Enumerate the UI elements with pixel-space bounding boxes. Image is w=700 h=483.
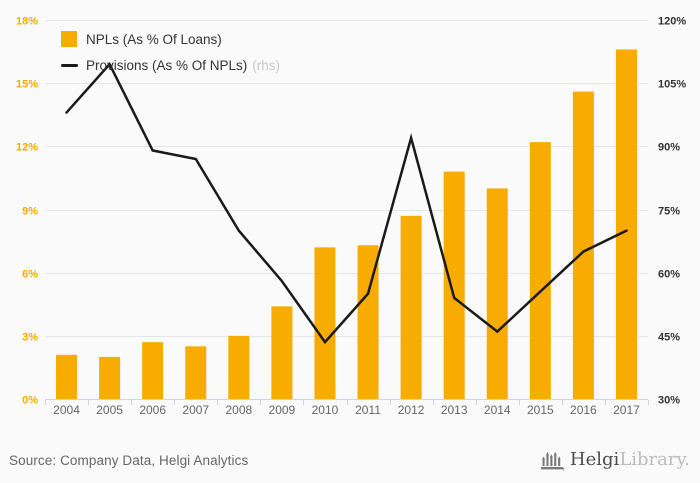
bar-2011[interactable] bbox=[357, 245, 379, 399]
left-axis-tick-label: 15% bbox=[16, 79, 38, 91]
bar-2005[interactable] bbox=[99, 356, 121, 399]
left-axis-tick-label: 18% bbox=[16, 16, 38, 28]
brand-text: HelgiLibrary. bbox=[570, 451, 690, 469]
x-axis-label-2014: 2014 bbox=[484, 403, 511, 417]
bar-2013[interactable] bbox=[443, 171, 465, 399]
brand-helgi: Helgi bbox=[569, 449, 620, 470]
legend-item-provisions[interactable]: Provisions (As % Of NPLs) (rhs) bbox=[61, 52, 280, 78]
chart-legend: NPLs (As % Of Loans) Provisions (As % Of… bbox=[61, 26, 280, 78]
x-axis-label-2008: 2008 bbox=[225, 403, 252, 417]
helgi-library-logo[interactable]: HelgiLibrary. bbox=[539, 447, 690, 473]
right-axis-tick-label: 105% bbox=[658, 79, 686, 91]
left-axis-tick-label: 3% bbox=[22, 332, 38, 344]
chart-footer: Source: Company Data, Helgi Analytics bbox=[0, 437, 700, 483]
left-axis-tick-label: 6% bbox=[22, 269, 38, 281]
provisions-series-swatch-icon bbox=[61, 63, 78, 67]
bar-2004[interactable] bbox=[56, 354, 78, 399]
left-axis-tick-label: 9% bbox=[22, 206, 38, 218]
right-axis-tick-label: 120% bbox=[658, 16, 686, 28]
bar-2006[interactable] bbox=[142, 342, 164, 399]
x-axis-label-2011: 2011 bbox=[355, 403, 381, 417]
right-axis-tick-label: 60% bbox=[658, 269, 680, 281]
bar-2012[interactable] bbox=[400, 215, 422, 399]
x-axis-label-2009: 2009 bbox=[269, 403, 296, 417]
right-axis-tick-label: 90% bbox=[658, 142, 680, 154]
legend-label-npls: NPLs (As % Of Loans) bbox=[86, 31, 222, 47]
left-axis-tick-label: 0% bbox=[22, 395, 38, 407]
x-axis-label-2016: 2016 bbox=[570, 403, 597, 417]
bar-2008[interactable] bbox=[228, 335, 250, 399]
bar-2016[interactable] bbox=[572, 91, 594, 399]
x-axis-label-2013: 2013 bbox=[441, 403, 468, 417]
source-text: Source: Company Data, Helgi Analytics bbox=[9, 452, 249, 468]
right-axis-tick-label: 75% bbox=[658, 206, 680, 218]
x-axis-label-2017: 2017 bbox=[613, 403, 640, 417]
bar-2017[interactable] bbox=[615, 49, 637, 399]
legend-rhs-note: (rhs) bbox=[252, 57, 281, 73]
left-axis-tick-label: 12% bbox=[16, 142, 38, 154]
x-axis-label-2007: 2007 bbox=[182, 403, 209, 417]
x-axis-label-2010: 2010 bbox=[312, 403, 339, 417]
bar-2014[interactable] bbox=[486, 188, 508, 399]
x-axis-label-2004: 2004 bbox=[53, 403, 80, 417]
x-axis-label-2012: 2012 bbox=[398, 403, 425, 417]
legend-item-npls[interactable]: NPLs (As % Of Loans) bbox=[61, 26, 280, 52]
bar-2007[interactable] bbox=[185, 346, 207, 399]
npl-provisions-chart: 0% 30% 3% 45% 6% 60% 9% 75% 12% 90% 15% 105% 18% 120%… bbox=[16, 16, 686, 418]
provisions-line[interactable] bbox=[65, 61, 628, 345]
bar-2015[interactable] bbox=[529, 142, 551, 399]
bar-2010[interactable] bbox=[314, 247, 336, 399]
right-axis-tick-label: 45% bbox=[658, 332, 680, 344]
npls-series-swatch-icon bbox=[61, 31, 77, 47]
x-axis-label-2015: 2015 bbox=[527, 403, 554, 417]
legend-label-provisions: Provisions (As % Of NPLs) bbox=[86, 57, 248, 73]
x-axis-label-2006: 2006 bbox=[139, 403, 166, 417]
bar-2009[interactable] bbox=[271, 306, 293, 399]
x-axis-label-2005: 2005 bbox=[96, 403, 123, 417]
brand-library: Library. bbox=[619, 449, 690, 470]
right-axis-tick-label: 30% bbox=[658, 395, 680, 407]
helgi-bridge-icon bbox=[540, 451, 565, 472]
